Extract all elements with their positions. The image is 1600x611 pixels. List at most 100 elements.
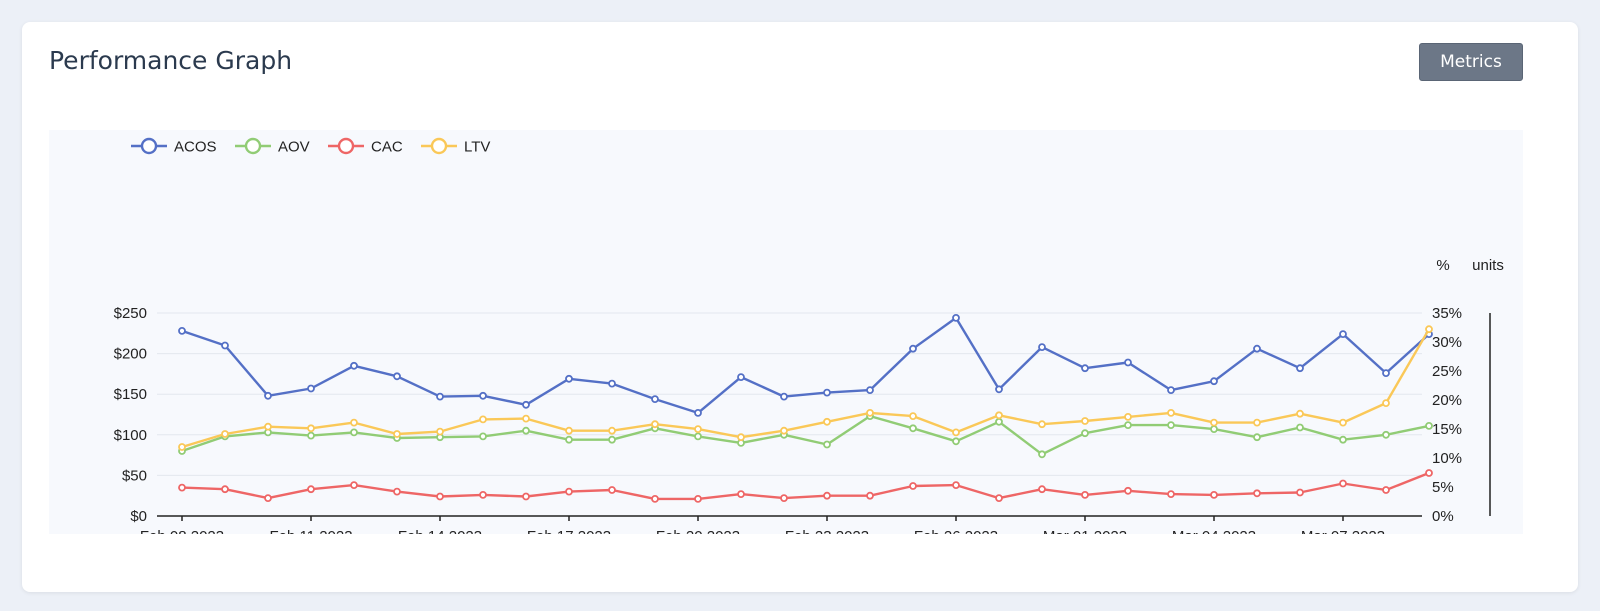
legend-marker-acos[interactable]: [140, 137, 158, 155]
data-point-acos: [565, 374, 573, 383]
data-point-acos: [178, 326, 186, 335]
data-point-cac: [866, 491, 874, 500]
data-point-ltv: [1167, 408, 1175, 417]
data-point-aov: [1210, 425, 1218, 434]
data-point-aov: [1038, 450, 1046, 459]
y-right-tick-label: 15%: [1432, 421, 1462, 438]
series-line-aov: [181, 414, 1430, 456]
data-point-cac: [221, 485, 229, 494]
x-tick-label: Feb 11 2023: [269, 528, 352, 534]
data-point-aov: [479, 432, 487, 441]
data-point-cac: [1167, 490, 1175, 499]
y-right-tick-label: 5%: [1432, 479, 1454, 496]
data-point-ltv: [780, 426, 788, 435]
y-right-tick-label: 35%: [1432, 305, 1462, 322]
data-point-acos: [393, 372, 401, 381]
data-point-ltv: [307, 424, 315, 433]
series-line-ltv: [181, 328, 1431, 449]
data-point-acos: [221, 341, 229, 350]
data-point-aov: [1253, 433, 1261, 442]
data-point-cac: [737, 490, 745, 499]
data-point-acos: [436, 392, 444, 401]
data-point-acos: [1382, 369, 1390, 378]
data-point-cac: [1296, 488, 1304, 497]
x-tick-label: Feb 14 2023: [398, 528, 482, 534]
data-point-cac: [436, 492, 444, 501]
y-left-tick-label: $150: [114, 386, 147, 403]
data-point-acos: [1339, 330, 1347, 339]
data-point-ltv: [952, 428, 960, 437]
legend-label-aov[interactable]: AOV: [278, 139, 310, 156]
data-point-cac: [522, 492, 530, 501]
data-point-cac: [178, 483, 186, 492]
data-point-acos: [1167, 386, 1175, 395]
legend-label-acos[interactable]: ACOS: [174, 139, 217, 156]
data-point-ltv: [1124, 412, 1132, 421]
data-point-aov: [823, 440, 831, 449]
data-point-aov: [995, 417, 1003, 426]
data-point-cac: [909, 482, 917, 490]
data-point-cac: [1425, 469, 1433, 477]
data-point-cac: [823, 491, 831, 500]
data-point-ltv: [909, 412, 917, 421]
data-point-ltv: [995, 411, 1003, 420]
data-point-ltv: [350, 418, 358, 427]
x-tick-label: Mar 07 2023: [1301, 528, 1385, 534]
data-point-cac: [1038, 485, 1046, 494]
y-left-tick-label: $250: [114, 305, 147, 322]
data-point-acos: [995, 385, 1003, 394]
data-point-acos: [1253, 344, 1261, 353]
data-point-acos: [522, 400, 530, 409]
performance-chart: $0 $50 $100 $150 $200 $250 0% 5% 10% 15% 20% 25% 30%…: [114, 137, 1504, 534]
legend-label-cac[interactable]: CAC: [371, 139, 403, 156]
y-right-tick-label: 20%: [1432, 392, 1462, 409]
data-point-cac: [1210, 490, 1218, 499]
series-line-cac: [181, 471, 1430, 501]
y-left-tick-label: $100: [114, 427, 147, 444]
legend-marker-aov[interactable]: [244, 137, 262, 155]
legend-marker-ltv[interactable]: [430, 137, 448, 155]
data-point-ltv: [1425, 325, 1433, 334]
data-point-aov: [952, 437, 960, 446]
data-point-cac: [694, 494, 702, 503]
page-title: Performance Graph: [49, 46, 293, 75]
data-point-acos: [737, 373, 745, 382]
legend-marker-cac[interactable]: [337, 137, 355, 155]
data-point-aov: [307, 431, 315, 440]
data-point-ltv: [1253, 418, 1261, 427]
data-point-cac: [1382, 486, 1390, 494]
x-tick-label: Feb 17 2023: [527, 528, 611, 534]
data-point-acos: [694, 408, 702, 417]
data-point-ltv: [737, 433, 745, 442]
data-point-acos: [952, 313, 960, 322]
data-point-aov: [1382, 430, 1390, 439]
series-line-acos: [181, 316, 1430, 415]
data-point-aov: [1425, 421, 1433, 430]
data-point-ltv: [1210, 418, 1218, 427]
data-point-acos: [823, 388, 831, 397]
data-point-cac: [952, 481, 960, 490]
data-point-ltv: [479, 415, 487, 424]
data-point-ltv: [651, 420, 659, 429]
data-point-acos: [909, 344, 917, 353]
y-right-tick-label: 25%: [1432, 363, 1462, 380]
data-point-aov: [1296, 423, 1304, 432]
data-point-acos: [780, 392, 788, 401]
data-point-cac: [1081, 490, 1089, 499]
data-point-cac: [479, 490, 487, 499]
data-point-ltv: [866, 408, 874, 417]
y-third-axis-label: units: [1472, 257, 1504, 274]
data-point-aov: [608, 435, 616, 444]
y-left-tick-label: $50: [122, 467, 147, 484]
data-point-ltv: [565, 426, 573, 435]
data-point-cac: [780, 494, 788, 503]
data-point-aov: [1081, 429, 1089, 438]
x-tick-label: Mar 04 2023: [1172, 528, 1256, 534]
data-point-cac: [608, 486, 616, 494]
data-point-acos: [866, 386, 874, 395]
data-point-aov: [522, 426, 530, 435]
data-point-aov: [909, 424, 917, 433]
legend-label-ltv[interactable]: LTV: [464, 139, 490, 156]
metrics-button[interactable]: Metrics: [1419, 43, 1523, 81]
data-point-ltv: [221, 430, 229, 438]
